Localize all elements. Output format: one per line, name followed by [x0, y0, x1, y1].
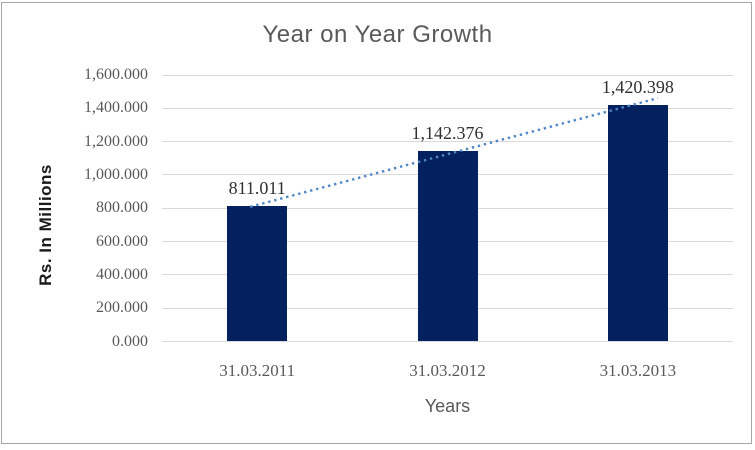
data-label: 1,420.398: [601, 76, 674, 97]
trendline-path: [249, 96, 659, 208]
y-tick-label: 600.000: [96, 232, 148, 250]
bar: [417, 151, 478, 342]
x-category-label: 31.03.2011: [219, 361, 296, 380]
gridline: [162, 107, 733, 109]
gridline: [162, 141, 733, 143]
y-tick-label: 800.000: [96, 199, 148, 217]
bar: [227, 206, 288, 342]
x-category-label: 31.03.2012: [409, 361, 486, 380]
gridline: [162, 74, 733, 76]
chart-title: Year on Year Growth: [262, 21, 493, 48]
bar: [607, 104, 668, 342]
y-tick-label: 1,200.000: [84, 132, 148, 150]
x-axis-title: Years: [424, 396, 471, 416]
y-tick-label: 200.000: [96, 299, 148, 317]
y-tick-label: 0.000: [112, 332, 148, 350]
gridline: [162, 341, 733, 342]
y-tick-label: 1,400.000: [84, 99, 148, 117]
y-tick-label: 1,600.000: [84, 66, 148, 83]
y-tick-label: 400.000: [96, 265, 148, 283]
data-label: 1,142.376: [411, 123, 484, 144]
data-label: 811.011: [228, 178, 286, 199]
x-category-label: 31.03.2013: [599, 361, 677, 380]
y-tick-label: 1,000.000: [84, 165, 148, 183]
